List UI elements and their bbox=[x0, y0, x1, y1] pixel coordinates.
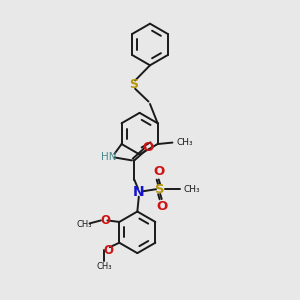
Text: N: N bbox=[133, 185, 145, 199]
Text: O: O bbox=[156, 200, 167, 213]
Text: HN: HN bbox=[101, 152, 117, 162]
Text: CH₃: CH₃ bbox=[77, 220, 92, 230]
Text: CH₃: CH₃ bbox=[176, 138, 193, 147]
Text: O: O bbox=[100, 214, 110, 227]
Text: S: S bbox=[129, 78, 138, 91]
Text: CH₃: CH₃ bbox=[96, 262, 112, 271]
Text: CH₃: CH₃ bbox=[183, 185, 200, 194]
Text: O: O bbox=[153, 166, 164, 178]
Text: O: O bbox=[103, 244, 113, 257]
Text: S: S bbox=[155, 183, 165, 196]
Text: O: O bbox=[142, 141, 154, 154]
